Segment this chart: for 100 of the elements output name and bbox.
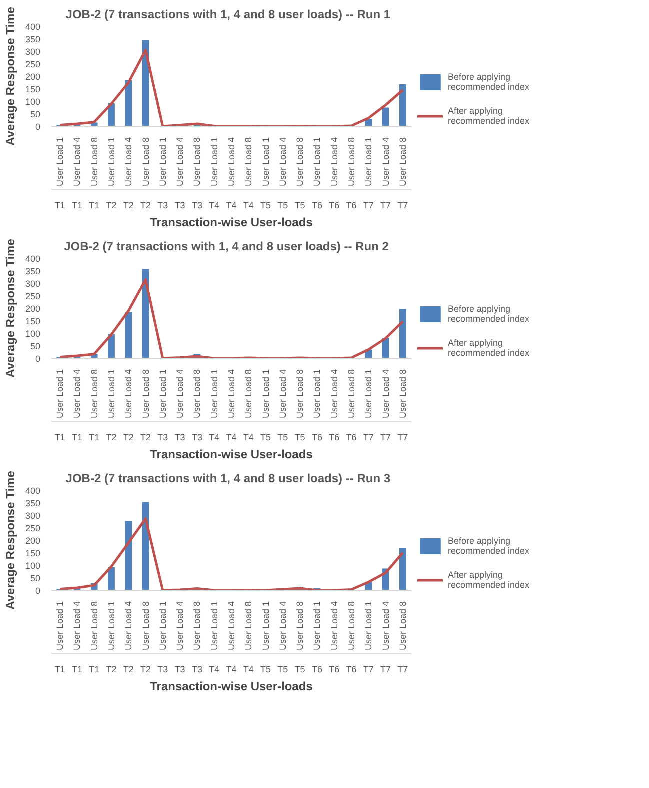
- x-tick-label: User Load 4: [380, 370, 391, 419]
- y-tick-label: 300: [25, 279, 41, 289]
- x-tick-label: User Load 1: [209, 370, 220, 419]
- x-tick-label: User Load 1: [209, 138, 220, 187]
- x-tick-label: User Load 1: [55, 370, 66, 419]
- x-tick-label: User Load 8: [89, 138, 100, 187]
- x-tick-label: User Load 8: [295, 602, 306, 651]
- text: T6: [312, 200, 322, 210]
- text: T5: [260, 200, 272, 210]
- text: T6: [312, 432, 322, 442]
- y-tick-label: 200: [25, 72, 41, 82]
- x-tick-label: User Load 8: [244, 370, 254, 419]
- text: T7: [380, 432, 392, 442]
- x-tick-label: User Load 8: [140, 138, 151, 187]
- y-tick-label: 350: [25, 498, 41, 508]
- text: T2: [140, 664, 152, 674]
- x-tick-label: User Load 4: [380, 602, 391, 651]
- x-tick-label: User Load 4: [278, 602, 288, 651]
- x-tick-label: User Load 8: [244, 602, 254, 651]
- text: T6: [346, 432, 357, 442]
- text: T2: [106, 664, 117, 674]
- text: T7: [380, 664, 392, 674]
- y-axis-title: Average Response Time: [3, 238, 18, 378]
- x-tick-label: User Load 8: [140, 602, 151, 651]
- x-axis-title: Transaction-wise User-loads: [150, 216, 314, 230]
- text: T5: [294, 200, 306, 210]
- x-tick-label: User Load 1: [209, 602, 220, 651]
- text: T6: [312, 664, 322, 674]
- x-tick-label: User Load 8: [89, 370, 100, 419]
- x-tick-label: User Load 8: [192, 370, 202, 419]
- x-tick-label: User Load 8: [398, 370, 408, 419]
- y-tick-label: 250: [25, 524, 41, 534]
- text: T3: [158, 432, 168, 442]
- x-tick-label: User Load 1: [260, 370, 271, 419]
- bar: [125, 521, 132, 590]
- x-tick-label: User Load 4: [278, 370, 288, 419]
- text: T3: [174, 432, 186, 442]
- x-tick-label: User Load 4: [329, 370, 340, 419]
- text: T3: [158, 200, 168, 210]
- x-tick-label: User Load 4: [124, 370, 134, 419]
- text: T1: [54, 200, 66, 210]
- x-tick-label: User Load 1: [260, 602, 271, 651]
- text: T6: [346, 200, 357, 210]
- x-tick-label: User Load 1: [158, 370, 168, 419]
- text: T4: [226, 664, 237, 674]
- text: T3: [174, 200, 186, 210]
- x-tick-label: User Load 1: [106, 370, 116, 419]
- text: T5: [260, 432, 272, 442]
- text: T5: [278, 432, 288, 442]
- x-tick-label: User Load 8: [295, 138, 306, 187]
- bar: [382, 108, 390, 126]
- x-tick-label: User Load 1: [106, 602, 116, 651]
- text: T5: [278, 664, 288, 674]
- x-tick-label: User Load 1: [106, 138, 116, 187]
- x-tick-label: User Load 4: [124, 138, 134, 187]
- y-tick-label: 250: [25, 292, 41, 302]
- y-tick-label: 250: [25, 60, 41, 70]
- bar: [125, 312, 132, 358]
- text: T2: [140, 200, 152, 210]
- text: Before applying recommended index: [448, 304, 530, 324]
- bar: [108, 567, 115, 590]
- chart-title: JOB-2 (7 transactions with 1, 4 and 8 user loads) -- Run 2: [64, 240, 390, 254]
- legend-label: After applying recommended index: [448, 570, 530, 590]
- x-tick-label: User Load 4: [380, 138, 391, 187]
- text: T5: [294, 664, 306, 674]
- text: T7: [363, 200, 374, 210]
- y-tick-label: 400: [25, 254, 41, 264]
- bar: [125, 80, 132, 126]
- chart-title: JOB-2 (7 transactions with 1, 4 and 8 user loads) -- Run 1: [66, 8, 391, 22]
- bar: [400, 548, 406, 590]
- x-tick-label: User Load 1: [364, 138, 374, 187]
- x-tick-label: User Load 1: [158, 602, 168, 651]
- text: T2: [140, 432, 152, 442]
- y-tick-label: 150: [25, 316, 41, 326]
- x-tick-label: User Load 4: [175, 602, 186, 651]
- y-tick-label: 150: [25, 548, 41, 558]
- legend-label: Before applying recommended index: [448, 72, 530, 92]
- text: T6: [329, 664, 340, 674]
- text: T2: [123, 200, 134, 210]
- x-tick-label: User Load 4: [124, 602, 134, 651]
- y-axis-title: Average Response Time: [3, 6, 18, 146]
- x-tick-label: User Load 4: [226, 138, 236, 187]
- y-tick-label: 50: [30, 574, 41, 584]
- text: T5: [278, 200, 288, 210]
- text: T7: [380, 200, 392, 210]
- text: T4: [226, 432, 237, 442]
- x-tick-label: User Load 1: [364, 602, 374, 651]
- y-axis-title: Average Response Time: [3, 470, 18, 610]
- y-tick-label: 100: [25, 97, 41, 107]
- x-tick-label: User Load 8: [398, 602, 408, 651]
- x-tick-label: User Load 4: [72, 138, 82, 187]
- y-tick-label: 150: [25, 84, 41, 94]
- y-tick-label: 350: [25, 266, 41, 276]
- text: T7: [363, 432, 374, 442]
- text: T1: [72, 664, 82, 674]
- x-tick-label: User Load 8: [346, 370, 356, 419]
- text: T4: [209, 664, 220, 674]
- text: T6: [329, 432, 340, 442]
- text: T2: [106, 432, 117, 442]
- x-tick-label: User Load 8: [192, 602, 202, 651]
